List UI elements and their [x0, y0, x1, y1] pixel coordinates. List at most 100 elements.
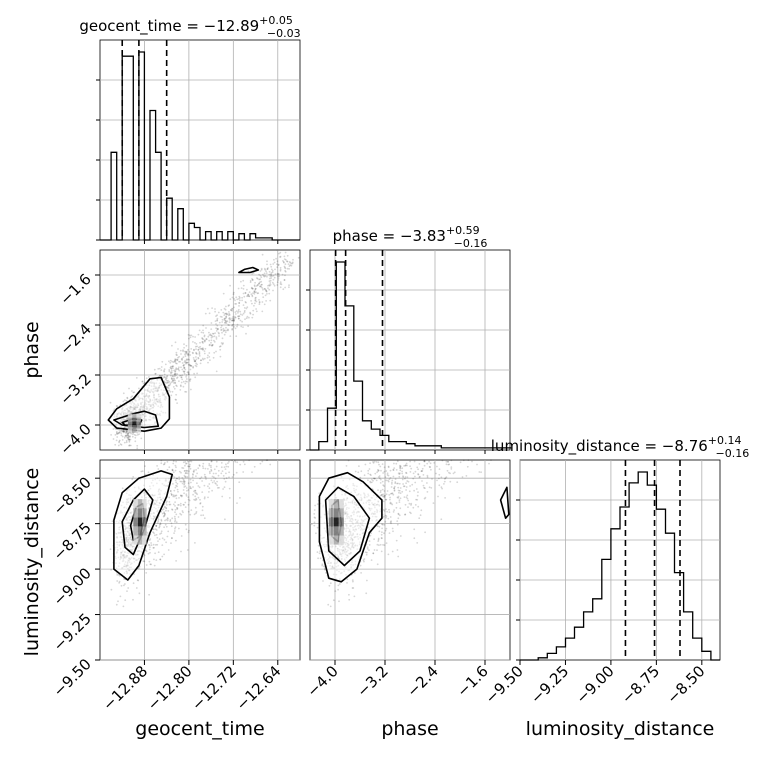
- scatter-point: [244, 301, 247, 303]
- scatter-point: [216, 328, 219, 330]
- scatter-point: [380, 469, 382, 472]
- scatter-point: [394, 482, 397, 485]
- scatter-point: [221, 321, 224, 323]
- scatter-point: [237, 315, 239, 318]
- scatter-point: [351, 587, 354, 589]
- scatter-point: [185, 472, 188, 474]
- scatter-point: [369, 481, 372, 484]
- scatter-point: [182, 478, 185, 481]
- scatter-point: [238, 317, 240, 320]
- scatter-point: [351, 579, 354, 581]
- scatter-point: [367, 472, 370, 475]
- contour-luminosity_distance_vs_geocent_time-mid: [121, 488, 154, 556]
- scatter-point: [156, 536, 159, 539]
- scatter-point: [127, 432, 130, 435]
- scatter-point: [167, 381, 170, 384]
- scatter-point: [223, 319, 226, 321]
- scatter-point: [218, 486, 220, 489]
- scatter-point: [202, 329, 204, 332]
- scatter-point: [385, 515, 388, 518]
- scatter-point: [440, 486, 443, 489]
- scatter-point: [187, 363, 190, 366]
- scatter-point: [382, 544, 384, 546]
- scatter-point: [313, 516, 316, 519]
- scatter-point: [369, 534, 372, 537]
- scatter-point: [231, 319, 234, 322]
- scatter-point: [204, 312, 207, 315]
- scatter-point: [488, 462, 490, 465]
- scatter-point: [370, 532, 372, 535]
- scatter-point: [174, 511, 176, 514]
- scatter-point: [130, 396, 133, 399]
- scatter-point: [231, 459, 234, 462]
- scatter-point: [405, 496, 408, 499]
- scatter-point: [128, 438, 131, 441]
- scatter-point: [188, 465, 191, 468]
- scatter-point: [183, 363, 186, 366]
- scatter-point: [158, 538, 161, 540]
- scatter-point: [160, 518, 163, 521]
- scatter-point: [398, 491, 400, 494]
- density-cell: [133, 499, 138, 509]
- scatter-point: [175, 362, 177, 365]
- scatter-point: [244, 291, 247, 294]
- scatter-point: [231, 308, 234, 310]
- scatter-point: [391, 481, 393, 484]
- scatter-point: [261, 460, 264, 463]
- scatter-point: [429, 462, 432, 465]
- scatter-point: [214, 308, 216, 310]
- scatter-point: [174, 382, 176, 384]
- scatter-point: [169, 383, 171, 386]
- scatter-point: [376, 543, 379, 546]
- scatter-point: [202, 342, 204, 344]
- scatter-point: [213, 341, 216, 343]
- scatter-point: [251, 287, 254, 290]
- scatter-point: [388, 508, 390, 511]
- scatter-point: [199, 498, 201, 501]
- scatter-point: [174, 501, 177, 503]
- scatter-point: [163, 512, 166, 515]
- scatter-point: [175, 399, 178, 401]
- scatter-point: [125, 430, 128, 433]
- scatter-point: [178, 478, 181, 481]
- scatter-point: [337, 584, 340, 587]
- scatter-point: [112, 438, 115, 440]
- scatter-point: [194, 499, 197, 502]
- scatter-point: [227, 462, 229, 465]
- scatter-point: [144, 465, 146, 467]
- scatter-point: [238, 302, 241, 305]
- scatter-point: [387, 465, 390, 468]
- density-cell: [142, 526, 147, 536]
- scatter-point: [152, 547, 155, 549]
- scatter-point: [170, 494, 173, 496]
- scatter-point: [207, 335, 210, 338]
- axis-label-x-geocent_time: geocent_time: [135, 718, 264, 740]
- scatter-point: [180, 494, 182, 497]
- scatter-point: [409, 465, 411, 468]
- scatter-point: [209, 359, 211, 361]
- scatter-point: [238, 481, 241, 484]
- scatter-point: [182, 356, 185, 359]
- scatter-point: [218, 332, 220, 335]
- scatter-point: [192, 357, 195, 359]
- scatter-point: [234, 460, 237, 463]
- scatter-point: [329, 582, 332, 585]
- scatter-point: [379, 491, 382, 494]
- scatter-point: [257, 292, 260, 294]
- scatter-point: [167, 518, 169, 520]
- scatter-point: [238, 315, 241, 317]
- scatter-point: [150, 563, 153, 566]
- scatter-point: [180, 376, 183, 379]
- scatter-point: [179, 389, 182, 391]
- scatter-point: [282, 288, 285, 291]
- scatter-point: [444, 497, 446, 499]
- scatter-point: [413, 489, 415, 492]
- scatter-point: [202, 324, 205, 327]
- scatter-point: [438, 468, 441, 470]
- scatter-point: [405, 462, 408, 465]
- scatter-point: [174, 464, 177, 467]
- scatter-point: [186, 549, 189, 551]
- tick-label-phase: −1.6: [56, 270, 94, 308]
- scatter-point: [243, 311, 246, 313]
- scatter-point: [160, 520, 163, 522]
